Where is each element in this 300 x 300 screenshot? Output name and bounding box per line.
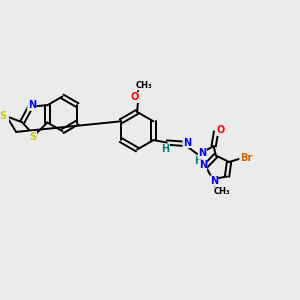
Text: N: N: [198, 148, 206, 158]
Text: CH₃: CH₃: [214, 187, 230, 196]
Text: S: S: [0, 111, 7, 121]
Text: Br: Br: [240, 153, 252, 163]
Text: N: N: [28, 100, 36, 110]
Text: S: S: [29, 132, 37, 142]
Text: H: H: [194, 156, 202, 166]
Text: N: N: [210, 176, 218, 186]
Text: CH₃: CH₃: [135, 81, 152, 90]
Text: O: O: [217, 125, 225, 136]
Text: N: N: [199, 160, 207, 170]
Text: O: O: [130, 92, 139, 103]
Text: H: H: [161, 144, 169, 154]
Text: N: N: [183, 137, 191, 148]
